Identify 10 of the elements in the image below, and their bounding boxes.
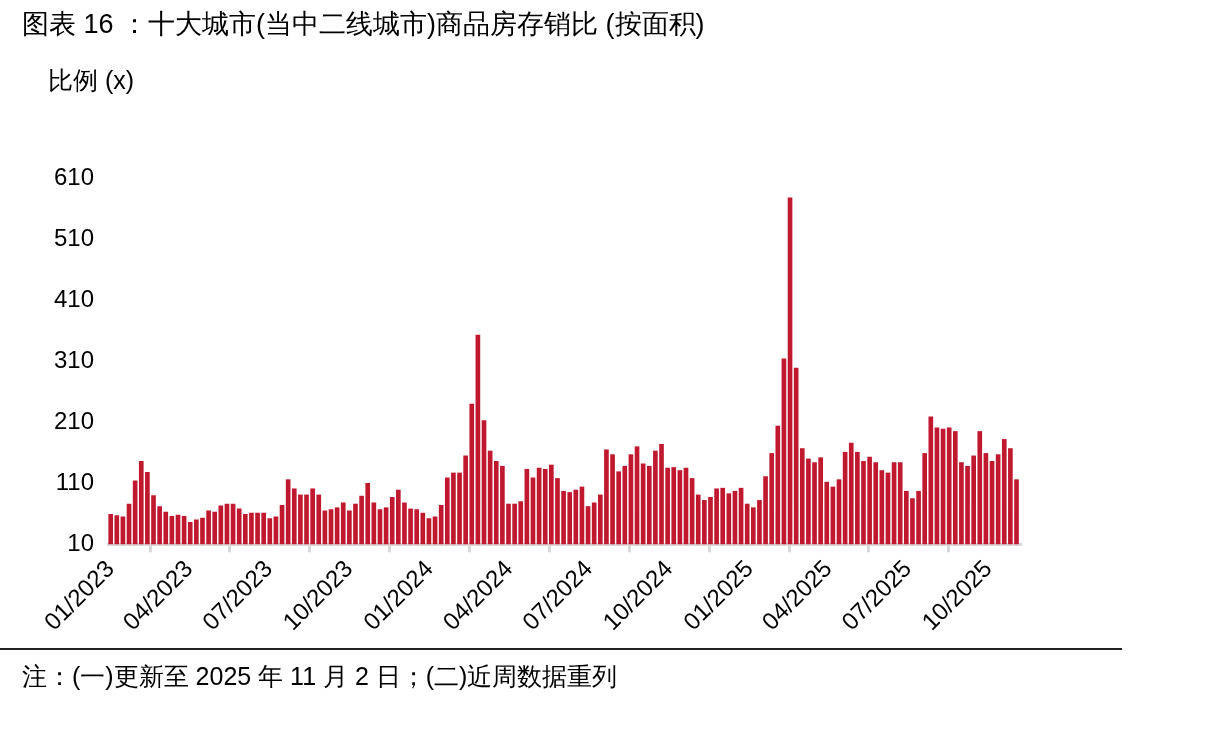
y-tick-label: 510 [54,224,95,252]
chart-title: 图表 16 ：十大城市(当中二线城市)商品房存销比 (按面积) [22,8,705,41]
y-tick-label: 610 [54,163,95,191]
y-tick-label: 310 [54,345,95,373]
y-tick-label: 210 [54,406,95,434]
y-axis-title: 比例 (x) [48,65,135,96]
y-tick-label: 410 [54,284,95,312]
y-tick-label: 110 [55,467,95,495]
text: 注：(一)更新至 2025 年 11 月 2 日；(二)近周数据重列 [22,661,618,692]
y-tick-label: 10 [67,528,95,556]
